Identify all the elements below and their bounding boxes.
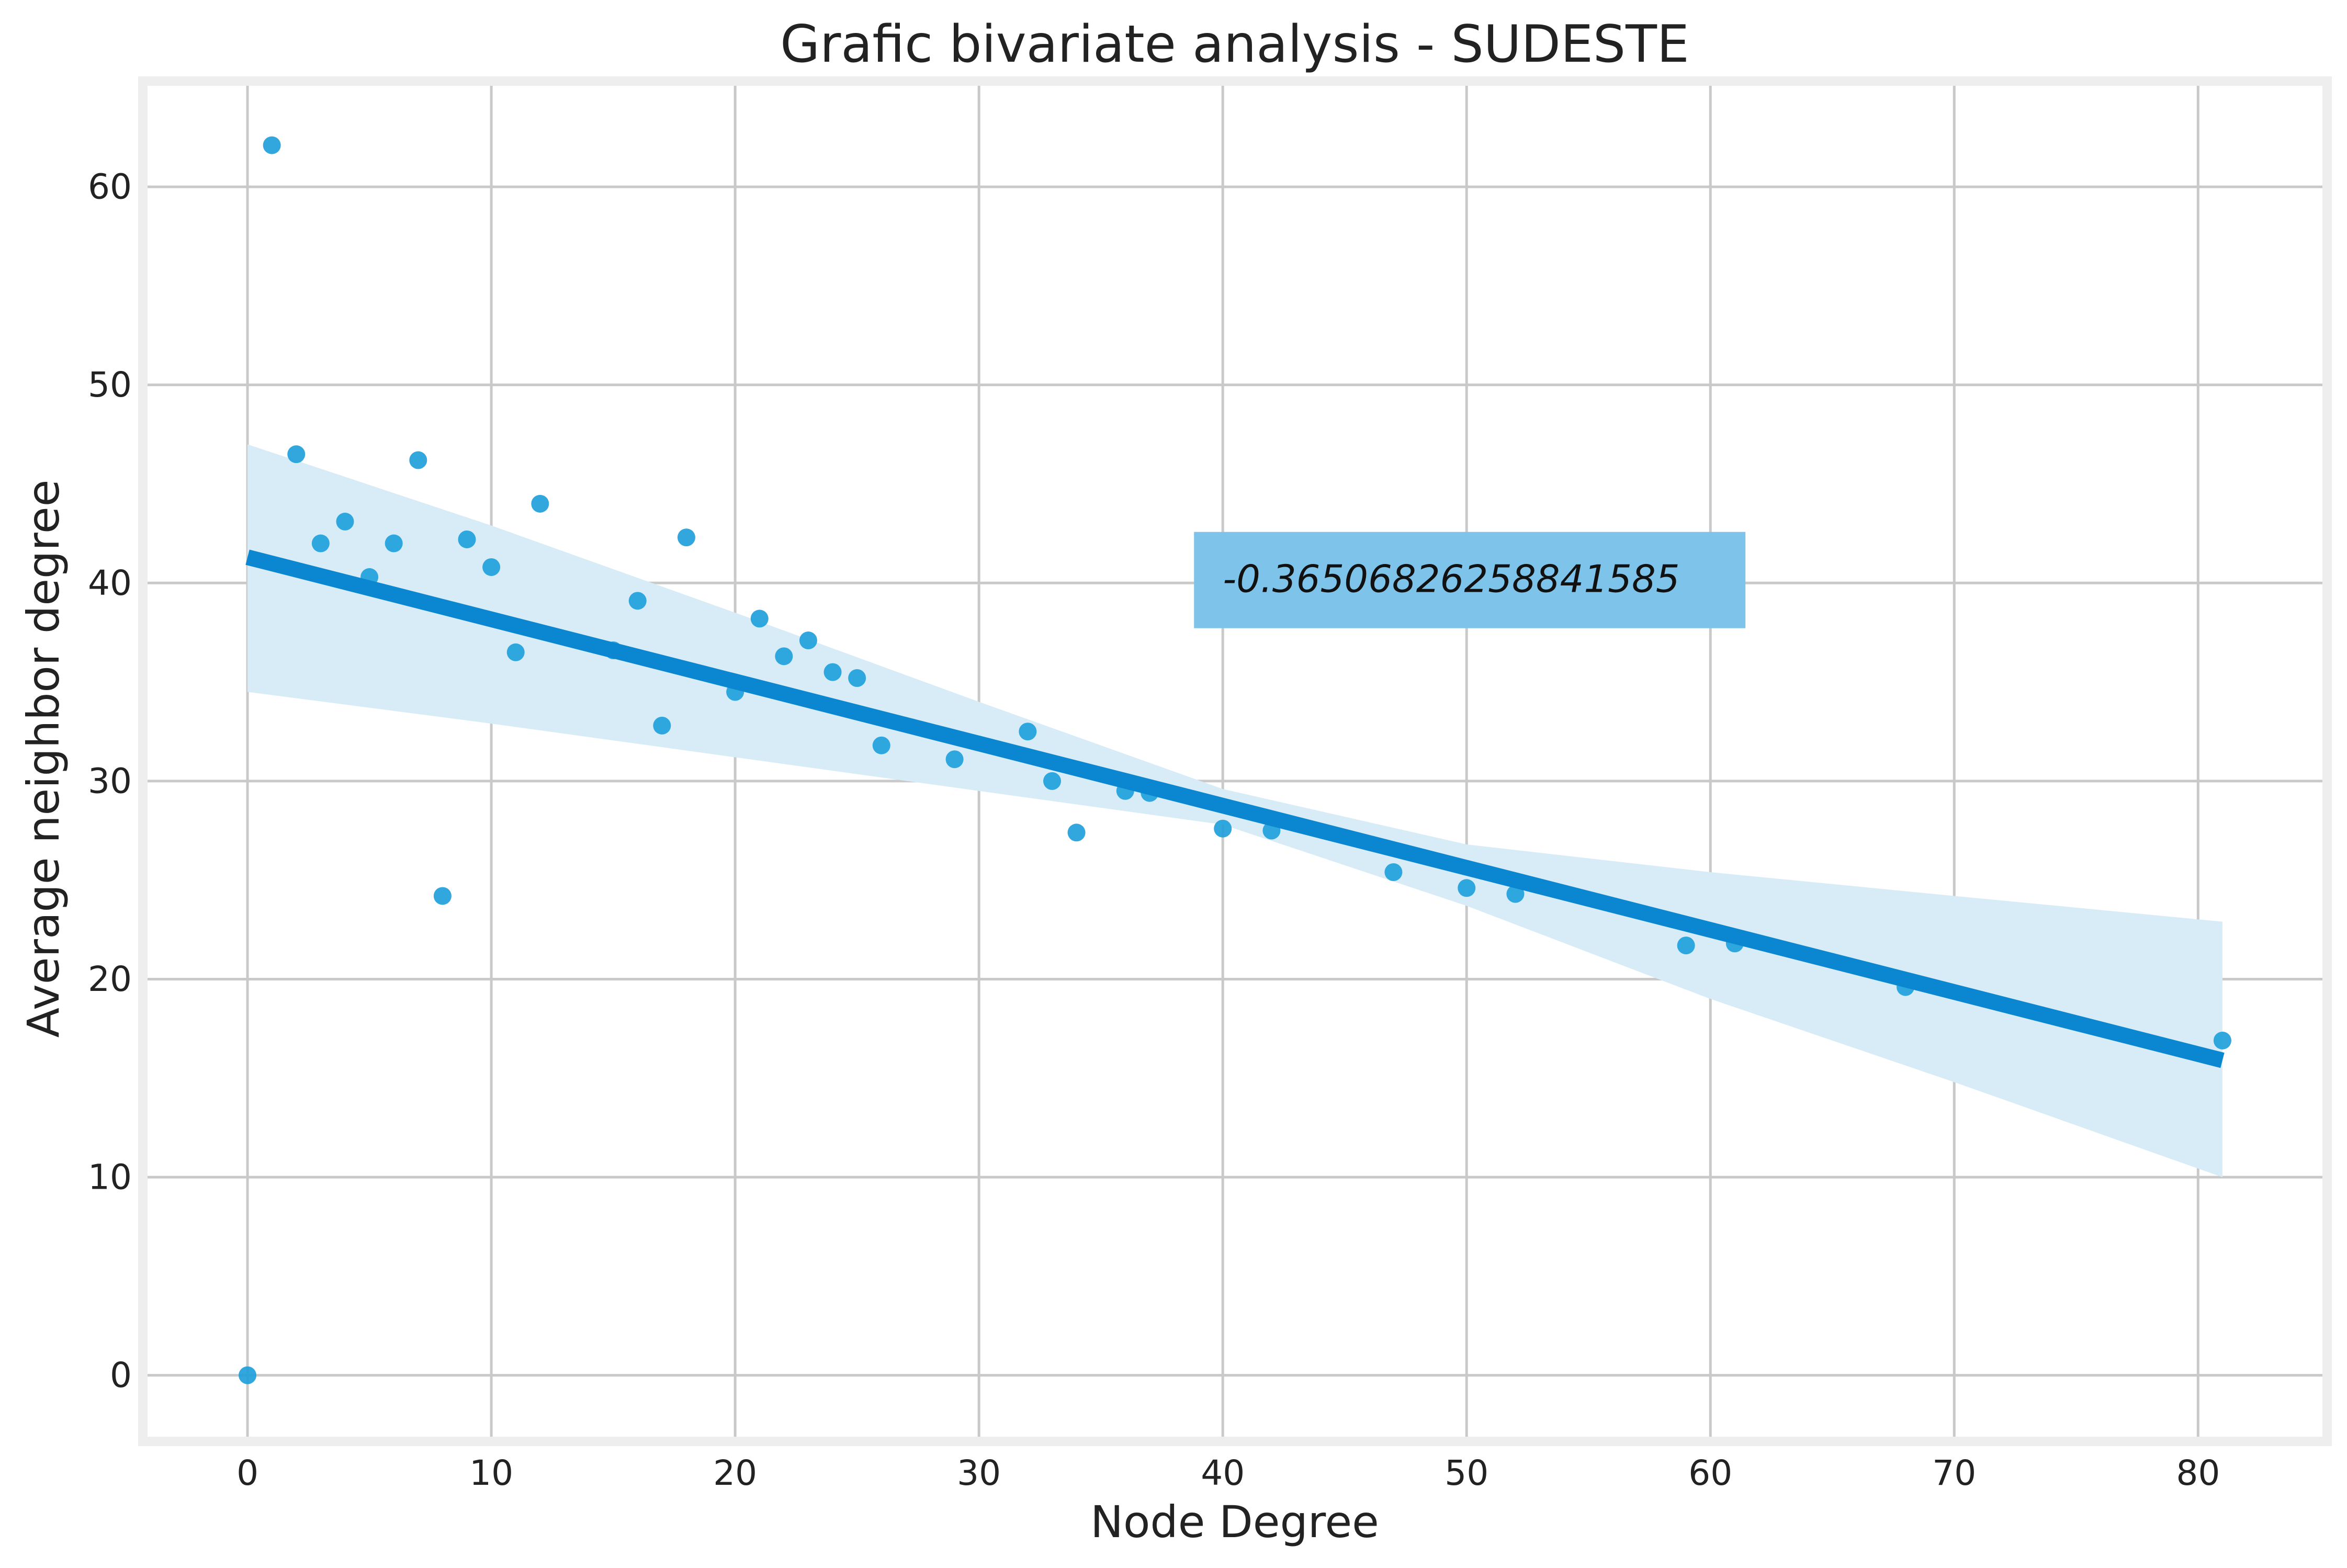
- y-tick-label: 10: [88, 1157, 132, 1198]
- y-tick-label: 20: [88, 959, 132, 999]
- scatter-point: [336, 512, 354, 531]
- y-tick-label: 0: [110, 1355, 132, 1395]
- scatter-point: [433, 887, 452, 905]
- scatter-point: [287, 445, 306, 464]
- scatter-point: [409, 451, 427, 469]
- scatter-point: [482, 558, 501, 576]
- y-tick-label: 40: [88, 563, 132, 603]
- plot-frame: [138, 76, 2332, 1446]
- regression-line: [245, 549, 2225, 1068]
- x-tick-label: 40: [1201, 1453, 1245, 1493]
- y-tick-label: 60: [88, 167, 132, 207]
- scatter-point: [1067, 824, 1086, 842]
- scatter-point: [1384, 863, 1403, 882]
- scatter-point: [2213, 1031, 2231, 1050]
- scatter-point: [872, 736, 890, 754]
- scatter-point: [1506, 885, 1525, 903]
- scatter-point: [799, 631, 817, 650]
- scatter-point: [823, 663, 842, 681]
- y-tick-labels: 0 10 20 30 40 50 60: [88, 167, 132, 1396]
- x-tick-label: 10: [469, 1453, 513, 1493]
- scatter-point: [458, 530, 476, 548]
- scatter-point: [531, 494, 549, 513]
- scatter-point: [506, 643, 525, 661]
- scatter-point: [385, 534, 403, 552]
- scatter-point: [653, 716, 671, 735]
- x-tick-label: 80: [2176, 1453, 2220, 1493]
- annotation-text: -0.36506826258841585: [1223, 557, 1679, 601]
- scatter-point: [1677, 937, 1695, 955]
- scatter-point: [311, 534, 330, 552]
- scatter-point: [263, 136, 281, 154]
- x-axis-label: Node Degree: [1090, 1496, 1379, 1548]
- scatter-point: [1043, 772, 1061, 790]
- y-axis-label: Average neighbor degree: [18, 480, 69, 1038]
- y-tick-label: 50: [88, 365, 132, 405]
- chart-title: Grafic bivariate analysis - SUDESTE: [780, 15, 1689, 74]
- scatter-points: [239, 136, 2231, 1384]
- x-tick-label: 50: [1445, 1453, 1488, 1493]
- x-tick-label: 0: [236, 1453, 258, 1493]
- scatter-point: [628, 592, 647, 610]
- x-tick-labels: 0 10 20 30 40 50 60 70 80: [236, 1453, 2220, 1493]
- x-tick-label: 70: [1932, 1453, 1976, 1493]
- scatter-point: [775, 647, 793, 665]
- scatter-point: [239, 1366, 257, 1384]
- x-tick-label: 30: [957, 1453, 1001, 1493]
- scatter-point: [945, 750, 964, 769]
- annotation-box: [1194, 532, 1746, 628]
- scatter-point: [1214, 819, 1232, 838]
- scatter-point: [1458, 879, 1476, 897]
- correlation-annotation: -0.36506826258841585: [1194, 532, 1746, 628]
- x-tick-label: 20: [713, 1453, 757, 1493]
- scatter-point: [1019, 723, 1037, 741]
- scatter-point: [677, 528, 695, 547]
- x-tick-label: 60: [1688, 1453, 1732, 1493]
- scatter-point: [750, 610, 769, 628]
- y-tick-label: 30: [88, 761, 132, 801]
- scatter-point: [848, 669, 866, 687]
